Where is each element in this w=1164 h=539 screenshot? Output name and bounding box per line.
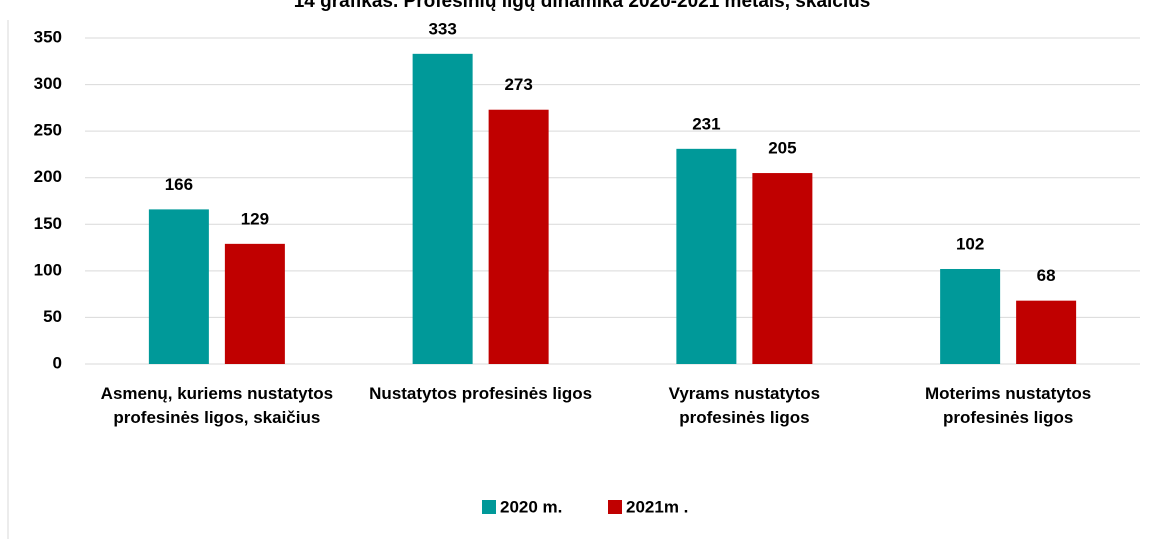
legend-swatch (608, 500, 622, 514)
y-tick-label: 50 (43, 307, 62, 326)
data-label: 102 (956, 234, 984, 253)
y-tick-label: 0 (53, 353, 62, 372)
y-tick-label: 250 (34, 121, 62, 140)
legend-swatch (482, 500, 496, 514)
y-tick-label: 300 (34, 74, 62, 93)
x-tick-label: Moterims nustatytos profesinės ligos (925, 384, 1092, 427)
bar (488, 109, 549, 364)
x-tick-label: Vyrams nustatytos profesinės ligos (668, 384, 821, 427)
data-label: 205 (768, 139, 796, 158)
y-tick-label: 100 (34, 260, 62, 279)
bar (940, 268, 1001, 364)
data-label: 273 (504, 75, 532, 94)
legend-label: 2020 m. (500, 497, 562, 516)
y-tick-label: 150 (34, 214, 62, 233)
bar (676, 148, 737, 364)
data-label: 231 (692, 114, 720, 133)
data-label: 68 (1037, 266, 1056, 285)
data-label: 166 (165, 175, 193, 194)
bar (752, 173, 813, 364)
y-tick-label: 350 (34, 27, 62, 46)
bar (148, 209, 209, 364)
data-label: 129 (241, 209, 269, 228)
y-tick-label: 200 (34, 167, 62, 186)
bar (1016, 300, 1077, 364)
data-label: 333 (428, 19, 456, 38)
legend-label: 2021m . (626, 497, 688, 516)
bar (412, 53, 473, 364)
x-tick-label: Nustatytos profesinės ligos (369, 384, 593, 403)
bar (224, 243, 285, 364)
chart-title: 14 grafikas. Profesinių ligų dinamika 20… (294, 0, 871, 12)
x-tick-label: Asmenų, kuriems nustatytos profesinės li… (100, 384, 334, 427)
